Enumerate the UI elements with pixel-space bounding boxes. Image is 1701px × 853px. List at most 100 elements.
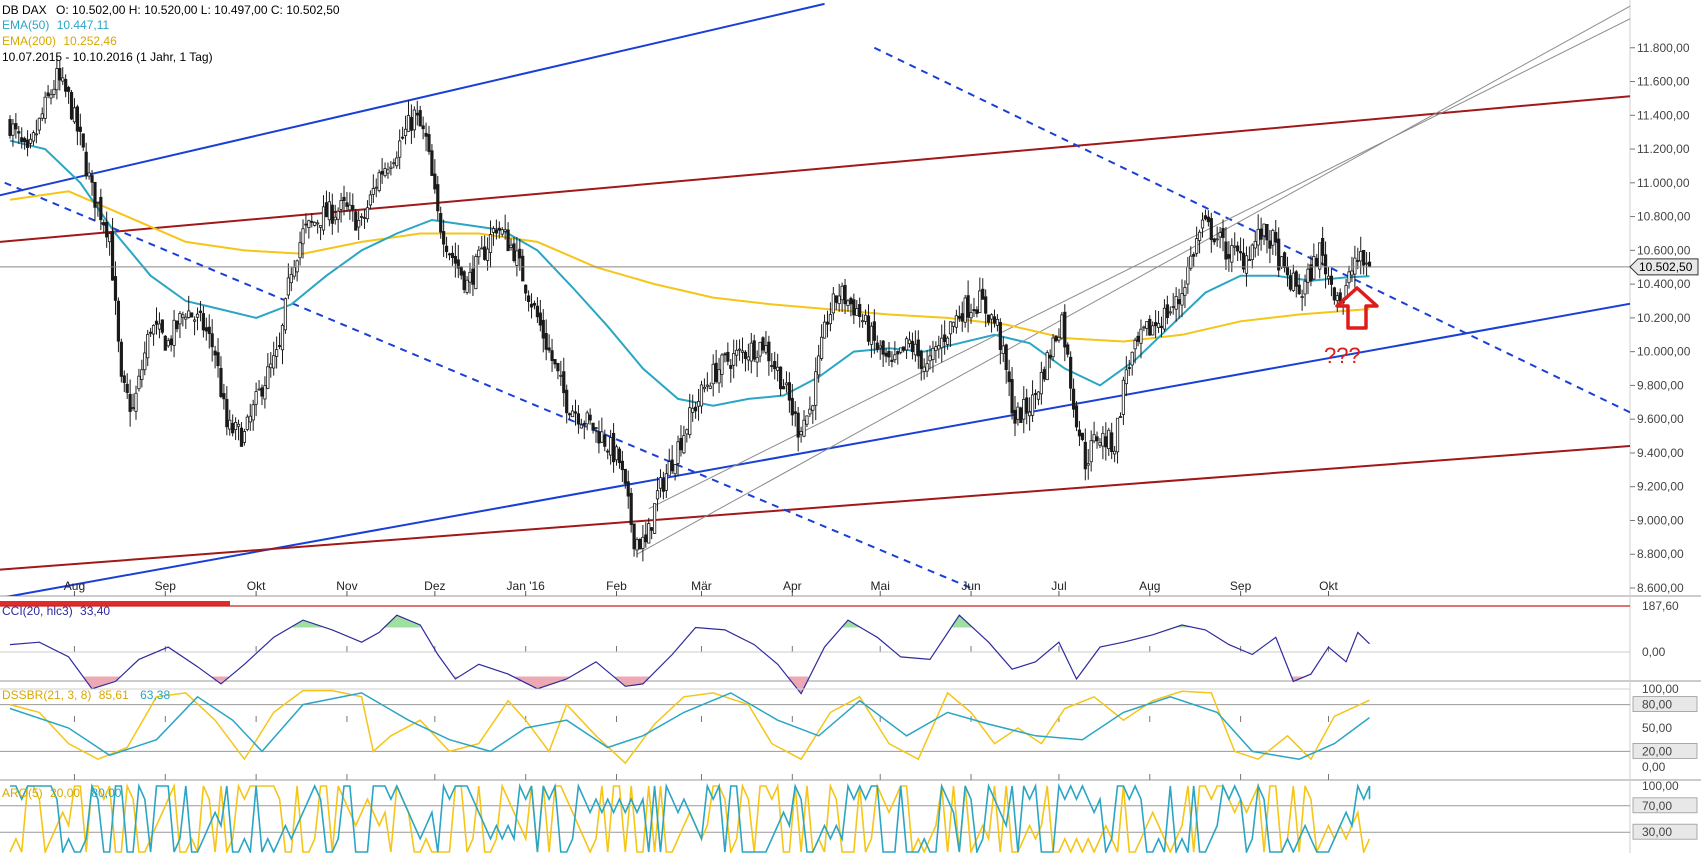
candle-body	[773, 360, 777, 370]
candle-body	[172, 319, 176, 346]
candle-body	[527, 295, 531, 302]
up-arrow-annotation: ???	[1324, 286, 1379, 368]
candle-body	[87, 172, 91, 177]
candle-body	[638, 538, 642, 550]
candle-body	[1300, 296, 1304, 299]
candle-body	[538, 312, 542, 326]
candle-body	[793, 411, 797, 414]
candle-body	[371, 188, 375, 195]
candle-body	[1162, 307, 1167, 330]
candle-body	[658, 477, 663, 489]
candle-body	[1095, 436, 1099, 442]
candle-body	[424, 132, 428, 137]
candle-body	[1039, 372, 1043, 395]
candle-body	[1259, 228, 1263, 240]
candle-body	[447, 253, 452, 256]
candle-body	[436, 184, 440, 212]
candle-body	[222, 393, 226, 400]
candle-body	[913, 343, 917, 356]
candle-body	[1048, 354, 1052, 359]
candle-body	[403, 128, 408, 136]
candle-body	[946, 337, 950, 345]
candle-body	[861, 320, 865, 323]
candle-body	[368, 194, 372, 206]
y-tick-label: 10.600,00	[1637, 243, 1691, 257]
x-tick-label: Okt	[247, 579, 266, 593]
cci-y-tick-label: 187,60	[1642, 599, 1679, 613]
aro-legend-label: ARO(5)	[2, 786, 43, 800]
candle-body	[1054, 336, 1058, 342]
y-tick-label: 11.000,00	[1637, 176, 1690, 190]
candle-body	[474, 256, 478, 290]
candle-body	[723, 353, 727, 356]
candle-body	[125, 383, 129, 393]
candle-body	[822, 321, 827, 339]
candle-body	[1057, 336, 1061, 341]
candle-body	[1010, 379, 1014, 414]
x-tick-label: Mai	[871, 579, 890, 593]
last-price-tag-text: 10.502,50	[1639, 260, 1693, 274]
candle-body	[1066, 344, 1070, 355]
candle-body	[406, 115, 411, 132]
candle-body	[802, 419, 806, 437]
candle-body	[280, 324, 285, 351]
candle-body	[1209, 218, 1213, 240]
candle-body	[872, 321, 876, 341]
svg-text:EMA(50) 10.447,11: EMA(50) 10.447,11	[2, 18, 110, 32]
candle-body	[614, 446, 619, 461]
candle-body	[1218, 232, 1222, 238]
candle-body	[184, 316, 188, 320]
candle-body	[1282, 252, 1287, 268]
candle-body	[480, 247, 484, 250]
candle-body	[1250, 244, 1254, 261]
trendline-solid-grey-6	[648, 18, 1630, 510]
candle-body	[351, 205, 355, 210]
candle-body	[532, 302, 537, 306]
aro-legend-teal-value: 80,00	[91, 786, 121, 800]
candle-body	[412, 109, 416, 131]
candle-body	[64, 79, 68, 92]
y-tick-label: 11.200,00	[1637, 142, 1690, 156]
candle-body	[1145, 321, 1149, 329]
candle-body	[699, 384, 704, 407]
candle-body	[275, 349, 279, 357]
candle-body	[737, 348, 742, 351]
candle-body	[755, 356, 759, 363]
candle-body	[585, 412, 589, 425]
candle-body	[225, 398, 229, 428]
candle-body	[732, 353, 736, 366]
candle-body	[1080, 432, 1084, 440]
candle-body	[890, 359, 894, 362]
candle-body	[1071, 388, 1076, 410]
candle-body	[899, 347, 903, 353]
question-marks-annotation: ???	[1324, 343, 1361, 368]
ema200-legend-value: 10.252,46	[63, 34, 117, 48]
candle-body	[529, 303, 534, 308]
candle-body	[881, 340, 885, 355]
candle-body	[878, 345, 882, 349]
candle-body	[1189, 255, 1193, 269]
candle-body	[1001, 345, 1005, 354]
candle-body	[934, 346, 938, 351]
candle-body	[1277, 238, 1281, 271]
candle-body	[190, 312, 194, 318]
candle-body	[650, 527, 654, 531]
candle-body	[696, 401, 701, 407]
candle-body	[169, 338, 173, 346]
ema200-path	[9, 190, 1370, 343]
candle-body	[535, 305, 540, 318]
candle-body	[1227, 254, 1231, 259]
aro-legend-yellow-value: 20,00	[50, 786, 80, 800]
candle-body	[1174, 296, 1178, 310]
candle-body	[1171, 306, 1175, 308]
y-tick-label: 11.400,00	[1637, 108, 1690, 122]
candle-body	[146, 334, 150, 359]
cci-overbought-fill	[291, 620, 324, 628]
candle-body	[245, 416, 249, 430]
candle-body	[421, 125, 425, 130]
candle-body	[131, 407, 135, 410]
candle-body	[817, 355, 821, 376]
candle-body	[395, 157, 399, 167]
candle-body	[1247, 259, 1251, 262]
